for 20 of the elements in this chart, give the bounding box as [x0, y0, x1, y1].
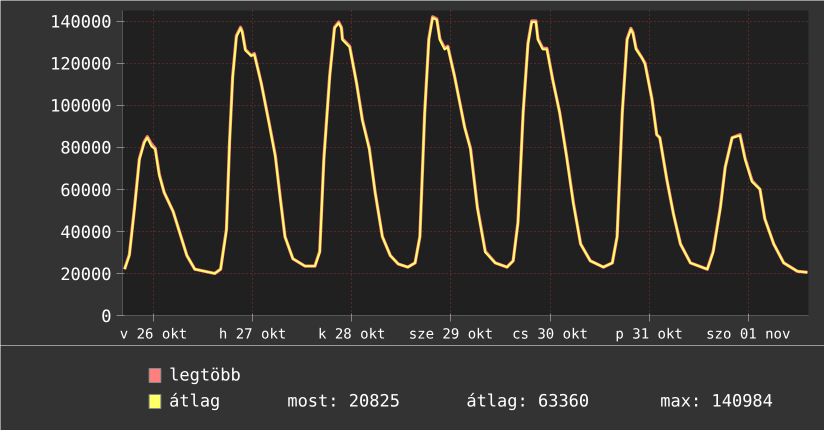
x-tick-label: h 27 okt: [218, 326, 286, 342]
text: átlag: 63360: [466, 392, 590, 412]
legend-label: átlag: [169, 392, 220, 412]
y-tick-label: 100000: [50, 96, 112, 117]
y-tick-label: 20000: [60, 264, 112, 285]
y-tick-label: 80000: [60, 138, 112, 159]
y-tick-label: 0: [101, 307, 112, 327]
y-tick-label: 40000: [60, 222, 112, 243]
x-tick-label: k 28 okt: [318, 326, 386, 342]
text: most: 20825: [287, 392, 400, 412]
y-tick-label: 120000: [50, 54, 112, 75]
x-tick-label: v 26 okt: [120, 326, 188, 342]
x-tick-label: sze 29 okt: [408, 326, 494, 342]
x-tick-label: p 31 okt: [615, 326, 683, 342]
y-tick-label: 140000: [50, 12, 112, 33]
y-tick-label: 60000: [60, 180, 112, 201]
x-tick-label: cs 30 okt: [512, 326, 588, 342]
legend-label: legtöbb: [169, 366, 241, 386]
x-tick-label: szo 01 nov: [706, 326, 790, 342]
text: max: 140984: [660, 392, 773, 412]
